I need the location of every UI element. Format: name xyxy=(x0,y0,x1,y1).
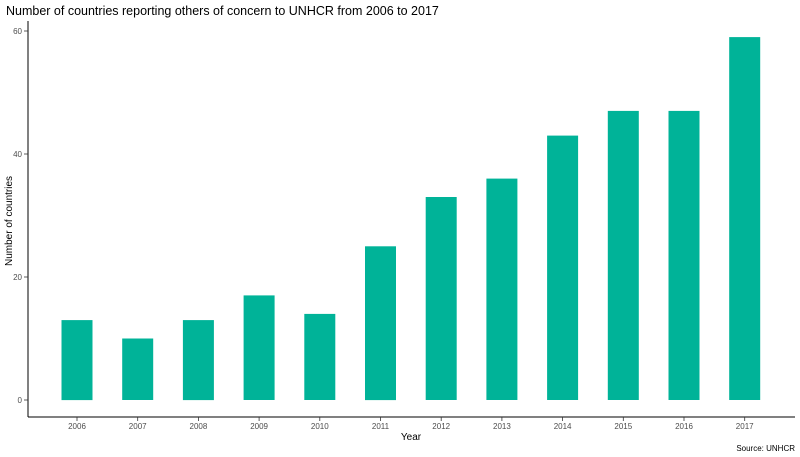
x-tick-label-2013: 2013 xyxy=(493,422,511,431)
bar-2012 xyxy=(425,197,457,400)
x-tick-label-2008: 2008 xyxy=(190,422,208,431)
bar-2006 xyxy=(61,320,93,401)
x-axis-title: Year xyxy=(401,432,422,443)
bar-2013 xyxy=(486,178,518,400)
x-tick-label-2015: 2015 xyxy=(614,422,632,431)
bar-2009 xyxy=(243,295,275,400)
bar-2015 xyxy=(607,110,639,401)
x-tick-label-2012: 2012 xyxy=(432,422,450,431)
y-axis-title: Number of countries xyxy=(4,176,15,266)
chart-title: Number of countries reporting others of … xyxy=(6,4,439,18)
x-tick-label-2006: 2006 xyxy=(68,422,86,431)
y-tick-label-40: 40 xyxy=(13,150,22,159)
y-axis-ticks: 0 20 40 60 xyxy=(13,27,28,405)
bar-2007 xyxy=(122,338,154,400)
bar-2016 xyxy=(668,110,700,401)
bar-2008 xyxy=(182,320,214,401)
x-tick-label-2017: 2017 xyxy=(736,422,754,431)
y-tick-label-60: 60 xyxy=(13,27,22,36)
x-tick-label-2016: 2016 xyxy=(675,422,693,431)
source-note: Source: UNHCR xyxy=(736,444,795,453)
bars xyxy=(61,37,761,401)
x-tick-label-2014: 2014 xyxy=(554,422,572,431)
x-tick-label-2010: 2010 xyxy=(311,422,329,431)
x-axis-ticks: 2006 2007 2008 2009 2010 2011 2012 2013 2014 2015… xyxy=(68,417,754,431)
x-tick-label-2009: 2009 xyxy=(250,422,268,431)
bar-2014 xyxy=(547,135,579,400)
y-tick-label-20: 20 xyxy=(13,273,22,282)
y-tick-label-0: 0 xyxy=(18,396,23,405)
x-tick-label-2007: 2007 xyxy=(129,422,147,431)
bar-2011 xyxy=(365,246,396,401)
x-tick-label-2011: 2011 xyxy=(372,422,390,431)
bar-2010 xyxy=(304,313,336,400)
bar-2017 xyxy=(729,37,761,400)
